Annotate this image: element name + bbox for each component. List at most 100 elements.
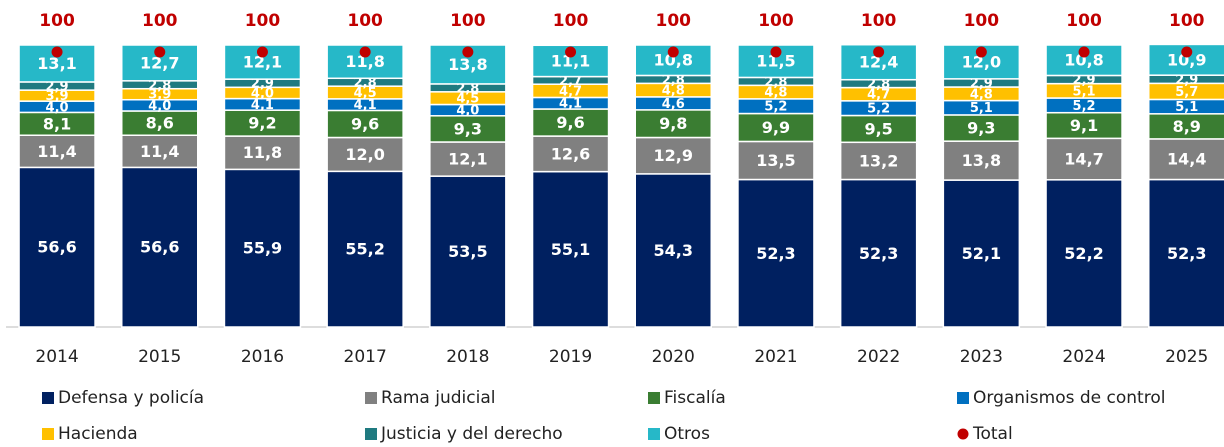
data-label: 9,5 bbox=[864, 119, 892, 138]
bar-segment bbox=[223, 135, 302, 171]
data-label: 4,5 bbox=[456, 92, 479, 107]
data-label: 55,2 bbox=[345, 240, 384, 259]
bar-segment bbox=[326, 170, 404, 328]
legend-label: Rama judicial bbox=[381, 388, 495, 408]
data-label: 4,8 bbox=[662, 84, 685, 99]
data-label: 4,8 bbox=[970, 87, 993, 102]
data-label: 12,0 bbox=[962, 52, 1001, 71]
data-label: 12,0 bbox=[345, 145, 384, 164]
data-label: 11,4 bbox=[140, 142, 179, 161]
data-label: 4,0 bbox=[46, 100, 69, 115]
data-label: 2,9 bbox=[1175, 73, 1198, 88]
data-label: 12,1 bbox=[243, 53, 282, 72]
total-marker bbox=[565, 46, 577, 58]
total-marker bbox=[1078, 46, 1090, 58]
data-label: 13,2 bbox=[859, 151, 898, 170]
data-label: 5,1 bbox=[1175, 100, 1198, 115]
bar-segment bbox=[1045, 44, 1123, 77]
data-label: 52,3 bbox=[756, 244, 795, 263]
legend-swatch bbox=[648, 428, 660, 440]
data-label: 2,8 bbox=[456, 81, 479, 96]
total-marker bbox=[359, 46, 371, 58]
bar-segment bbox=[121, 166, 199, 328]
data-label: 4,8 bbox=[764, 86, 787, 101]
x-tick-label: 2016 bbox=[241, 347, 284, 367]
data-label: 2,8 bbox=[148, 78, 171, 93]
legend-swatch bbox=[957, 428, 969, 440]
bar-segment bbox=[1045, 179, 1123, 328]
legend-swatch bbox=[42, 428, 54, 440]
data-label: 10,8 bbox=[1064, 51, 1103, 70]
total-label: 100 bbox=[142, 11, 178, 31]
data-label: 13,1 bbox=[37, 54, 76, 73]
legend-swatch bbox=[365, 428, 377, 440]
data-label: 2,9 bbox=[46, 80, 69, 95]
data-label: 9,8 bbox=[659, 114, 687, 133]
data-label: 2,9 bbox=[251, 77, 274, 92]
data-label: 12,7 bbox=[140, 53, 179, 72]
data-label: 2,9 bbox=[970, 76, 993, 91]
data-label: 2,8 bbox=[764, 75, 787, 90]
data-label: 11,8 bbox=[243, 143, 282, 162]
legend-swatch bbox=[42, 392, 54, 404]
x-tick-label: 2022 bbox=[857, 347, 900, 367]
data-label: 52,2 bbox=[1064, 244, 1103, 263]
data-label: 4,7 bbox=[867, 88, 890, 103]
total-marker bbox=[51, 46, 63, 58]
bar-segment bbox=[839, 178, 918, 328]
data-label: 9,3 bbox=[967, 119, 995, 138]
data-label: 2,7 bbox=[559, 74, 582, 89]
bar-segment bbox=[1148, 178, 1224, 328]
data-label: 9,2 bbox=[248, 114, 276, 133]
total-marker bbox=[462, 46, 474, 58]
total-marker bbox=[667, 46, 679, 58]
data-label: 4,1 bbox=[354, 98, 377, 113]
data-label: 3,9 bbox=[46, 89, 69, 104]
data-label: 4,1 bbox=[251, 98, 274, 113]
data-label: 4,1 bbox=[559, 97, 582, 112]
data-label: 8,6 bbox=[146, 114, 174, 133]
total-label: 100 bbox=[245, 11, 281, 31]
data-label: 2,8 bbox=[867, 77, 890, 92]
legend-label: Otros bbox=[664, 424, 710, 444]
data-label: 13,5 bbox=[756, 151, 795, 170]
total-label: 100 bbox=[39, 11, 75, 31]
data-label: 9,9 bbox=[762, 118, 790, 137]
x-tick-label: 2015 bbox=[138, 347, 181, 367]
bar-segment bbox=[942, 140, 1021, 181]
total-label: 100 bbox=[964, 11, 1000, 31]
data-label: 10,9 bbox=[1167, 50, 1206, 69]
data-label: 13,8 bbox=[448, 55, 487, 74]
total-marker bbox=[256, 46, 268, 58]
data-label: 52,3 bbox=[859, 244, 898, 263]
bar-segment bbox=[839, 114, 918, 144]
data-label: 54,3 bbox=[654, 241, 693, 260]
data-label: 5,2 bbox=[1073, 99, 1096, 114]
total-label: 100 bbox=[758, 11, 794, 31]
data-label: 4,7 bbox=[559, 84, 582, 99]
x-tick-label: 2018 bbox=[446, 347, 489, 367]
total-marker bbox=[975, 46, 987, 58]
x-tick-label: 2019 bbox=[549, 347, 592, 367]
data-label: 4,6 bbox=[662, 97, 685, 112]
data-label: 8,1 bbox=[43, 114, 71, 133]
total-label: 100 bbox=[450, 11, 486, 31]
data-label: 9,3 bbox=[454, 119, 482, 138]
bar-segment bbox=[634, 173, 712, 328]
data-label: 5,7 bbox=[1175, 85, 1198, 100]
data-label: 2,8 bbox=[662, 73, 685, 88]
data-label: 2,8 bbox=[354, 76, 377, 91]
data-label: 5,1 bbox=[1073, 84, 1096, 99]
data-label: 4,0 bbox=[251, 86, 274, 101]
bar-segment bbox=[18, 166, 96, 328]
x-tick-label: 2014 bbox=[35, 347, 78, 367]
data-label: 5,2 bbox=[764, 100, 787, 115]
legend-label: Hacienda bbox=[58, 424, 138, 444]
bar-segment bbox=[942, 114, 1021, 142]
bar-segment bbox=[121, 110, 199, 136]
total-label: 100 bbox=[1169, 11, 1205, 31]
data-label: 52,3 bbox=[1167, 244, 1206, 263]
total-label: 100 bbox=[553, 11, 589, 31]
data-label: 8,9 bbox=[1173, 117, 1201, 136]
data-label: 12,6 bbox=[551, 144, 590, 163]
